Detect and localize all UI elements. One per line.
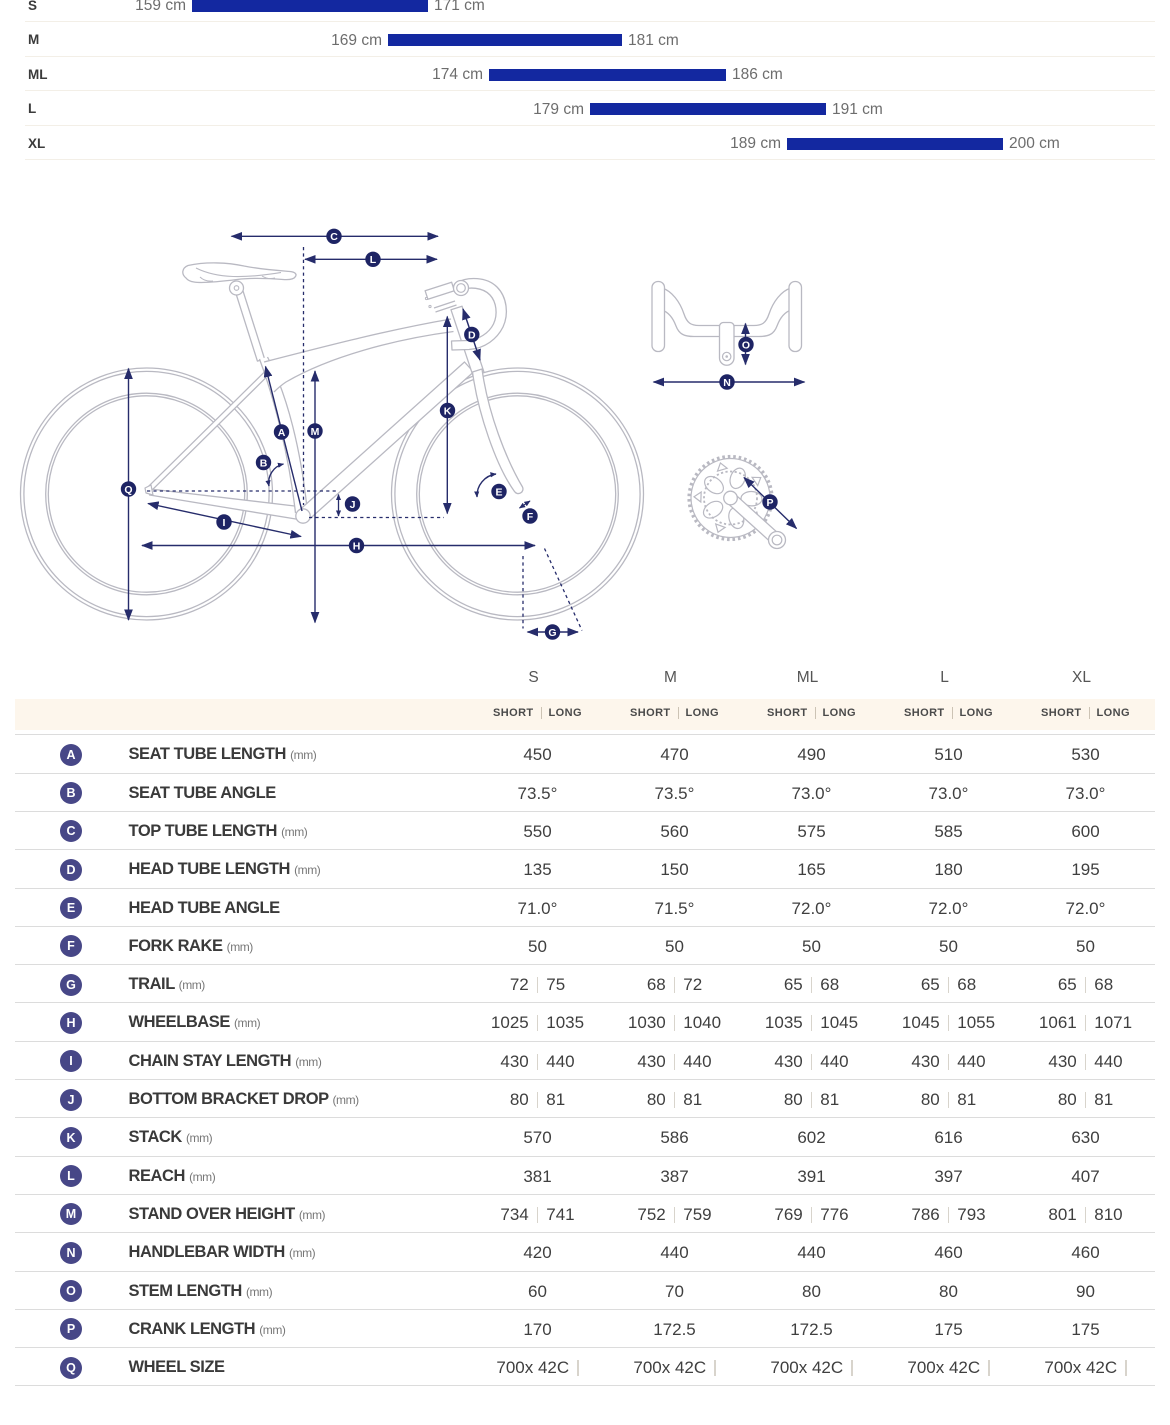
svg-text:A: A xyxy=(278,427,286,439)
svg-text:G: G xyxy=(548,627,556,639)
svg-text:I: I xyxy=(223,517,226,529)
svg-text:J: J xyxy=(350,499,356,511)
svg-text:L: L xyxy=(370,254,377,266)
svg-text:B: B xyxy=(260,457,268,469)
svg-text:E: E xyxy=(495,486,502,498)
svg-text:H: H xyxy=(353,540,361,552)
svg-text:P: P xyxy=(766,497,773,509)
svg-text:F: F xyxy=(527,511,534,523)
svg-text:K: K xyxy=(444,405,452,417)
svg-text:M: M xyxy=(311,426,320,438)
svg-text:O: O xyxy=(742,339,750,351)
svg-text:N: N xyxy=(723,377,731,389)
svg-text:Q: Q xyxy=(124,484,132,496)
svg-text:C: C xyxy=(330,231,338,243)
svg-text:D: D xyxy=(468,329,476,341)
